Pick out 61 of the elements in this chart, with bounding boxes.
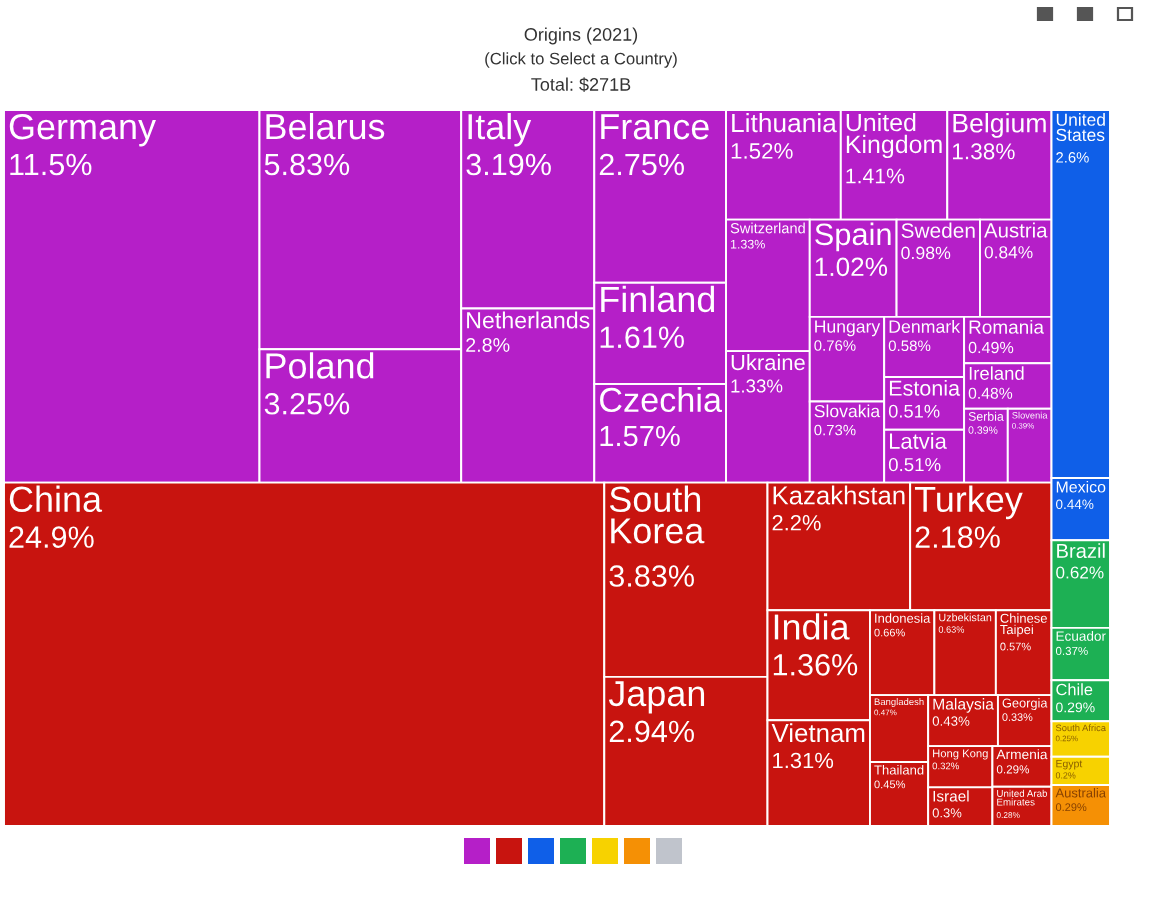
category-label: Czechia [600, 386, 722, 413]
category-label: Hungary [815, 320, 881, 337]
data-label: 2.2% [772, 515, 821, 531]
data-label: 3.19% [466, 153, 551, 176]
category-label: Finland [601, 285, 715, 313]
data-label: 2.94% [609, 720, 694, 743]
category-label: Austria [984, 222, 1048, 238]
category-label: Romania [969, 319, 1045, 334]
data-label: 1.02% [815, 257, 888, 277]
text: Origins (2021) [524, 27, 638, 45]
data-label: 5.83% [264, 153, 350, 176]
data-label: 11.5% [10, 153, 92, 176]
text: (Click to Select a Country) [485, 52, 677, 68]
category-label: Turkey [914, 485, 1023, 520]
data-label: 1.38% [953, 143, 1015, 160]
data-label: 0.51% [888, 458, 941, 472]
category-label: Latvia [889, 432, 947, 449]
category-label: Sweden [901, 222, 975, 238]
data-label: 1.41% [846, 168, 905, 184]
data-label: 3.25% [264, 392, 350, 415]
data-label: 1.31% [773, 752, 834, 769]
data-label: 2.75% [599, 153, 684, 176]
category-label: Slovakia [814, 404, 881, 418]
data-label: 0.51% [888, 404, 940, 418]
category-label: Netherlands [467, 311, 590, 329]
data-label: 2.18% [915, 526, 1000, 548]
category-label: Ukraine [731, 354, 805, 371]
text: Total: $271B [531, 77, 631, 92]
category-label: South Korea [609, 485, 705, 544]
category-label: Denmark [889, 319, 961, 333]
category-label: Chile [1056, 683, 1093, 696]
category-label: United Kingdom [846, 113, 942, 159]
category-label: Vietnam [771, 723, 865, 743]
category-label: Poland [266, 352, 374, 379]
data-label: 0.62% [1056, 566, 1104, 579]
category-label: Italy [468, 113, 532, 147]
data-label: 2.8% [466, 338, 510, 352]
category-label: Germany [9, 113, 156, 147]
category-label: Belgium [953, 113, 1046, 138]
category-label: Kazakhstan [773, 485, 905, 505]
data-label: 24.9% [9, 526, 94, 548]
category-label: China [9, 485, 103, 513]
data-label: 3.83% [609, 565, 694, 587]
category-label: Belarus [266, 113, 385, 140]
category-label: Spain [815, 222, 891, 252]
data-label: 0.49% [968, 341, 1014, 354]
category-label: Ireland [969, 366, 1024, 380]
category-label: Estonia [889, 379, 961, 396]
data-label: 0.84% [984, 246, 1033, 259]
data-label: 1.36% [773, 653, 858, 676]
category-label: Lithuania [732, 113, 837, 133]
category-label: United States [1056, 113, 1105, 142]
data-label: 1.61% [600, 326, 684, 349]
category-label: Brazil [1057, 543, 1105, 558]
category-label: India [774, 613, 850, 640]
category-label: Japan [608, 681, 705, 714]
data-label: 1.52% [731, 143, 793, 159]
data-label: 1.33% [731, 379, 783, 393]
category-label: France [601, 114, 709, 140]
data-label: 1.57% [600, 425, 680, 447]
data-label: 0.98% [901, 246, 951, 260]
